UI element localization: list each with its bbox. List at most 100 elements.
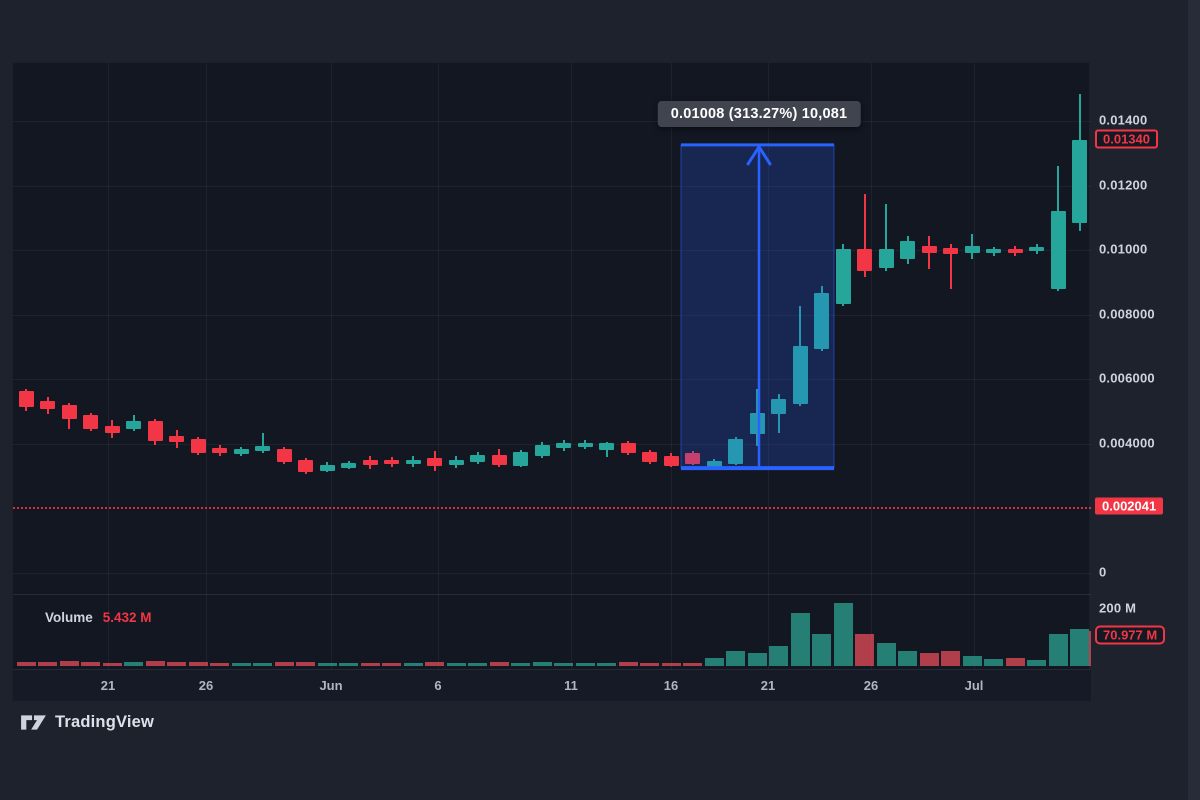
candle-body [169, 436, 184, 442]
volume-bar [167, 662, 186, 666]
price-axis-label: 0 [1099, 564, 1107, 580]
volume-bar [747, 652, 767, 666]
volume-bar [1027, 660, 1046, 666]
horizontal-gridline [13, 185, 1091, 187]
candle-body [405, 460, 421, 464]
candle-body [448, 460, 464, 466]
volume-bar [446, 663, 466, 666]
candle-body [1090, 129, 1091, 143]
tradingview-logo[interactable]: TradingView [20, 712, 154, 733]
vertical-gridline [871, 63, 872, 669]
candle-body [513, 451, 528, 467]
volume-bar [274, 662, 294, 666]
volume-bar [704, 658, 724, 666]
candle-body [362, 460, 378, 466]
tradingview-logo-text: TradingView [55, 713, 155, 731]
volume-bar [16, 662, 36, 666]
volume-bar [403, 663, 423, 666]
volume-bar [532, 662, 552, 666]
alert-price-line [13, 507, 1091, 510]
price-axis[interactable]: 0.01400 0.01200 0.01000 0.008000 0.006000 0.0… [1090, 62, 1188, 700]
vertical-gridline [571, 63, 572, 669]
horizontal-gridline [13, 379, 1091, 381]
volume-label: Volume [45, 609, 93, 625]
alert-price-badge: 0.002041 [1095, 497, 1164, 515]
volume-bar [941, 650, 960, 666]
candle-body [728, 439, 743, 464]
volume-pane-separator [13, 594, 1091, 595]
volume-bar [468, 663, 487, 666]
volume-bar [855, 634, 874, 666]
candle-body [599, 442, 614, 450]
volume-bar [511, 663, 530, 666]
time-axis-label: 26 [863, 678, 879, 693]
candle-body [986, 248, 1001, 254]
candle-body [212, 448, 227, 453]
vertical-gridline [974, 63, 975, 669]
time-axis-label: Jun [319, 678, 343, 693]
volume-bar [661, 663, 681, 666]
candle-body [900, 241, 915, 259]
volume-bar [640, 663, 659, 666]
volume-bar [833, 603, 853, 666]
candle-body [319, 465, 335, 471]
volume-bar [81, 662, 100, 666]
candle-body [706, 460, 722, 469]
volume-bar [812, 634, 831, 666]
candle-body [126, 420, 141, 429]
price-axis-label: 0.008000 [1099, 306, 1155, 322]
candle-body [298, 460, 313, 472]
time-axis-label: 21 [100, 678, 116, 693]
candle-body [921, 245, 937, 254]
candle-body [255, 446, 270, 451]
volume-bar [425, 662, 444, 666]
price-chart-plot[interactable]: Volume 5.432 M 0.01008 (313.27%) 10,081 [13, 63, 1091, 669]
volume-bar [876, 642, 896, 666]
vertical-gridline [331, 63, 332, 669]
candle-wick [949, 244, 952, 289]
time-axis-label: 16 [663, 678, 679, 693]
horizontal-gridline [13, 443, 1091, 445]
volume-bar [984, 658, 1003, 666]
vertical-gridline [438, 63, 439, 669]
volume-bar [59, 660, 79, 666]
horizontal-gridline [13, 121, 1091, 122]
volume-bar [339, 663, 358, 666]
candle-body [878, 248, 894, 268]
candle-body [835, 248, 851, 305]
horizontal-gridline [13, 573, 1091, 574]
volume-bar [360, 663, 380, 666]
time-axis-label: Jul [964, 678, 984, 693]
volume-bar [575, 663, 595, 666]
volume-bar [1048, 634, 1068, 666]
volume-bar [124, 662, 143, 666]
vertical-gridline [108, 63, 109, 669]
vertical-gridline [671, 63, 672, 669]
candle-body [663, 456, 679, 467]
current-price-badge: 0.01340 [1095, 129, 1158, 149]
candle-body [147, 420, 163, 441]
candle-body [577, 442, 593, 448]
vertical-gridline [768, 63, 769, 669]
candle-body [1007, 248, 1023, 254]
price-axis-label: 0.01000 [1099, 241, 1148, 257]
measurement-box [680, 143, 835, 471]
volume-bar [1005, 658, 1025, 666]
candle-body [18, 390, 34, 408]
candle-body [685, 452, 700, 464]
time-axis[interactable]: 21 26 Jun 6 11 16 21 26 Jul [13, 669, 1091, 701]
volume-bar [769, 646, 788, 666]
volume-bar [145, 660, 165, 666]
horizontal-gridline [13, 250, 1091, 252]
candle-body [964, 245, 980, 254]
price-axis-label: 0.006000 [1099, 370, 1155, 386]
vertical-gridline [206, 63, 207, 669]
candle-body [190, 439, 206, 453]
price-axis-label: 0.004000 [1099, 435, 1155, 451]
candle-body [233, 449, 249, 454]
candle-body [814, 293, 829, 349]
volume-legend: Volume 5.432 M [45, 607, 152, 627]
candle-body [642, 451, 657, 462]
volume-bar [618, 662, 638, 666]
